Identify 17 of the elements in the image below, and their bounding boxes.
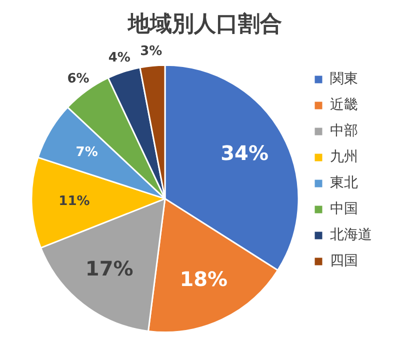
- legend-label: 北海道: [330, 227, 372, 244]
- data-label: 17%: [85, 256, 134, 281]
- data-label: 18%: [180, 267, 228, 292]
- data-label: 6%: [67, 72, 90, 87]
- chart-title: 地域別人口割合: [127, 12, 282, 37]
- legend-label: 九州: [330, 149, 358, 166]
- data-label: 11%: [58, 194, 90, 209]
- legend-label: 近畿: [330, 97, 358, 114]
- legend-label: 四国: [330, 253, 358, 270]
- data-label: 4%: [108, 50, 130, 66]
- data-label: 7%: [76, 144, 98, 160]
- legend-label: 東北: [330, 175, 358, 192]
- legend-label: 中国: [330, 201, 358, 218]
- legend-label: 関東: [330, 71, 358, 88]
- data-label: 34%: [220, 141, 269, 166]
- legend-label: 中部: [330, 123, 358, 140]
- data-label: 3%: [140, 44, 162, 60]
